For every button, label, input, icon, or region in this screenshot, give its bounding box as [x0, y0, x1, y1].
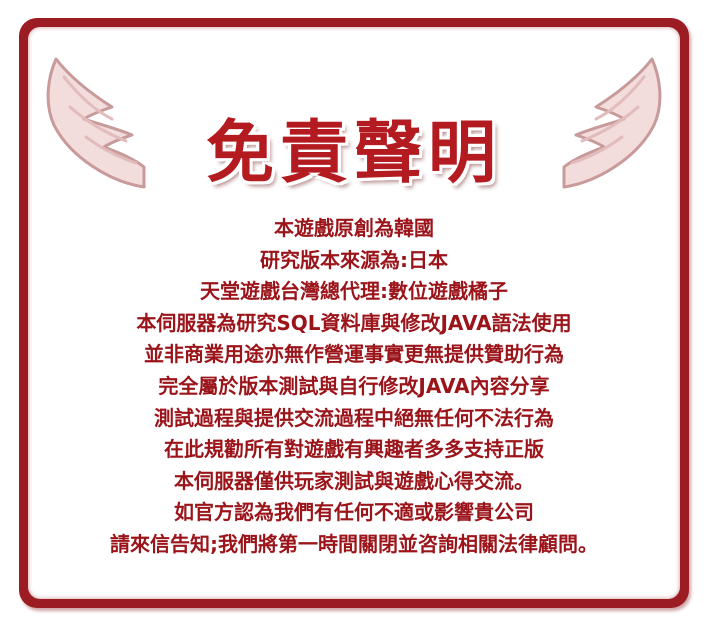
disclaimer-text: 本遊戲原創為韓國 研究版本來源為:日本 天堂遊戲台灣總代理:數位遊戲橘子 本伺服…	[28, 213, 680, 561]
disclaimer-title: 免責聲明	[205, 114, 502, 193]
disclaimer-line: 研究版本來源為:日本	[260, 247, 448, 272]
disclaimer-line: 本伺服器為研究SQL資料庫與修改JAVA語法使用	[136, 310, 572, 335]
disclaimer-line: 請來信告知;我們將第一時間關閉並咨詢相關法律顧問。	[110, 531, 598, 556]
disclaimer-line: 在此規勸所有對遊戲有興趣者多多支持正版	[164, 437, 544, 462]
disclaimer-line: 本遊戲原創為韓國	[274, 216, 434, 240]
disclaimer-panel: 免責聲明 本遊戲原創為韓國 研究版本來源為:日本 天堂遊戲台灣總代理:數位遊戲橘…	[28, 27, 680, 599]
disclaimer-line: 測試過程與提供交流過程中絕無任何不法行為	[154, 405, 554, 430]
angel-wing-icon	[46, 57, 146, 189]
angel-wing-icon	[562, 57, 662, 189]
disclaimer-frame: 免責聲明 本遊戲原創為韓國 研究版本來源為:日本 天堂遊戲台灣總代理:數位遊戲橘…	[19, 18, 689, 608]
disclaimer-line: 並非商業用途亦無作營運事實更無提供贊助行為	[144, 342, 564, 367]
disclaimer-line: 完全屬於版本測試與自行修改JAVA內容分享	[158, 373, 550, 398]
disclaimer-line: 如官方認為我們有任何不適或影響貴公司	[174, 500, 534, 525]
disclaimer-line: 天堂遊戲台灣總代理:數位遊戲橘子	[200, 279, 508, 304]
disclaimer-line: 本伺服器僅供玩家測試與遊戲心得交流。	[174, 468, 534, 493]
